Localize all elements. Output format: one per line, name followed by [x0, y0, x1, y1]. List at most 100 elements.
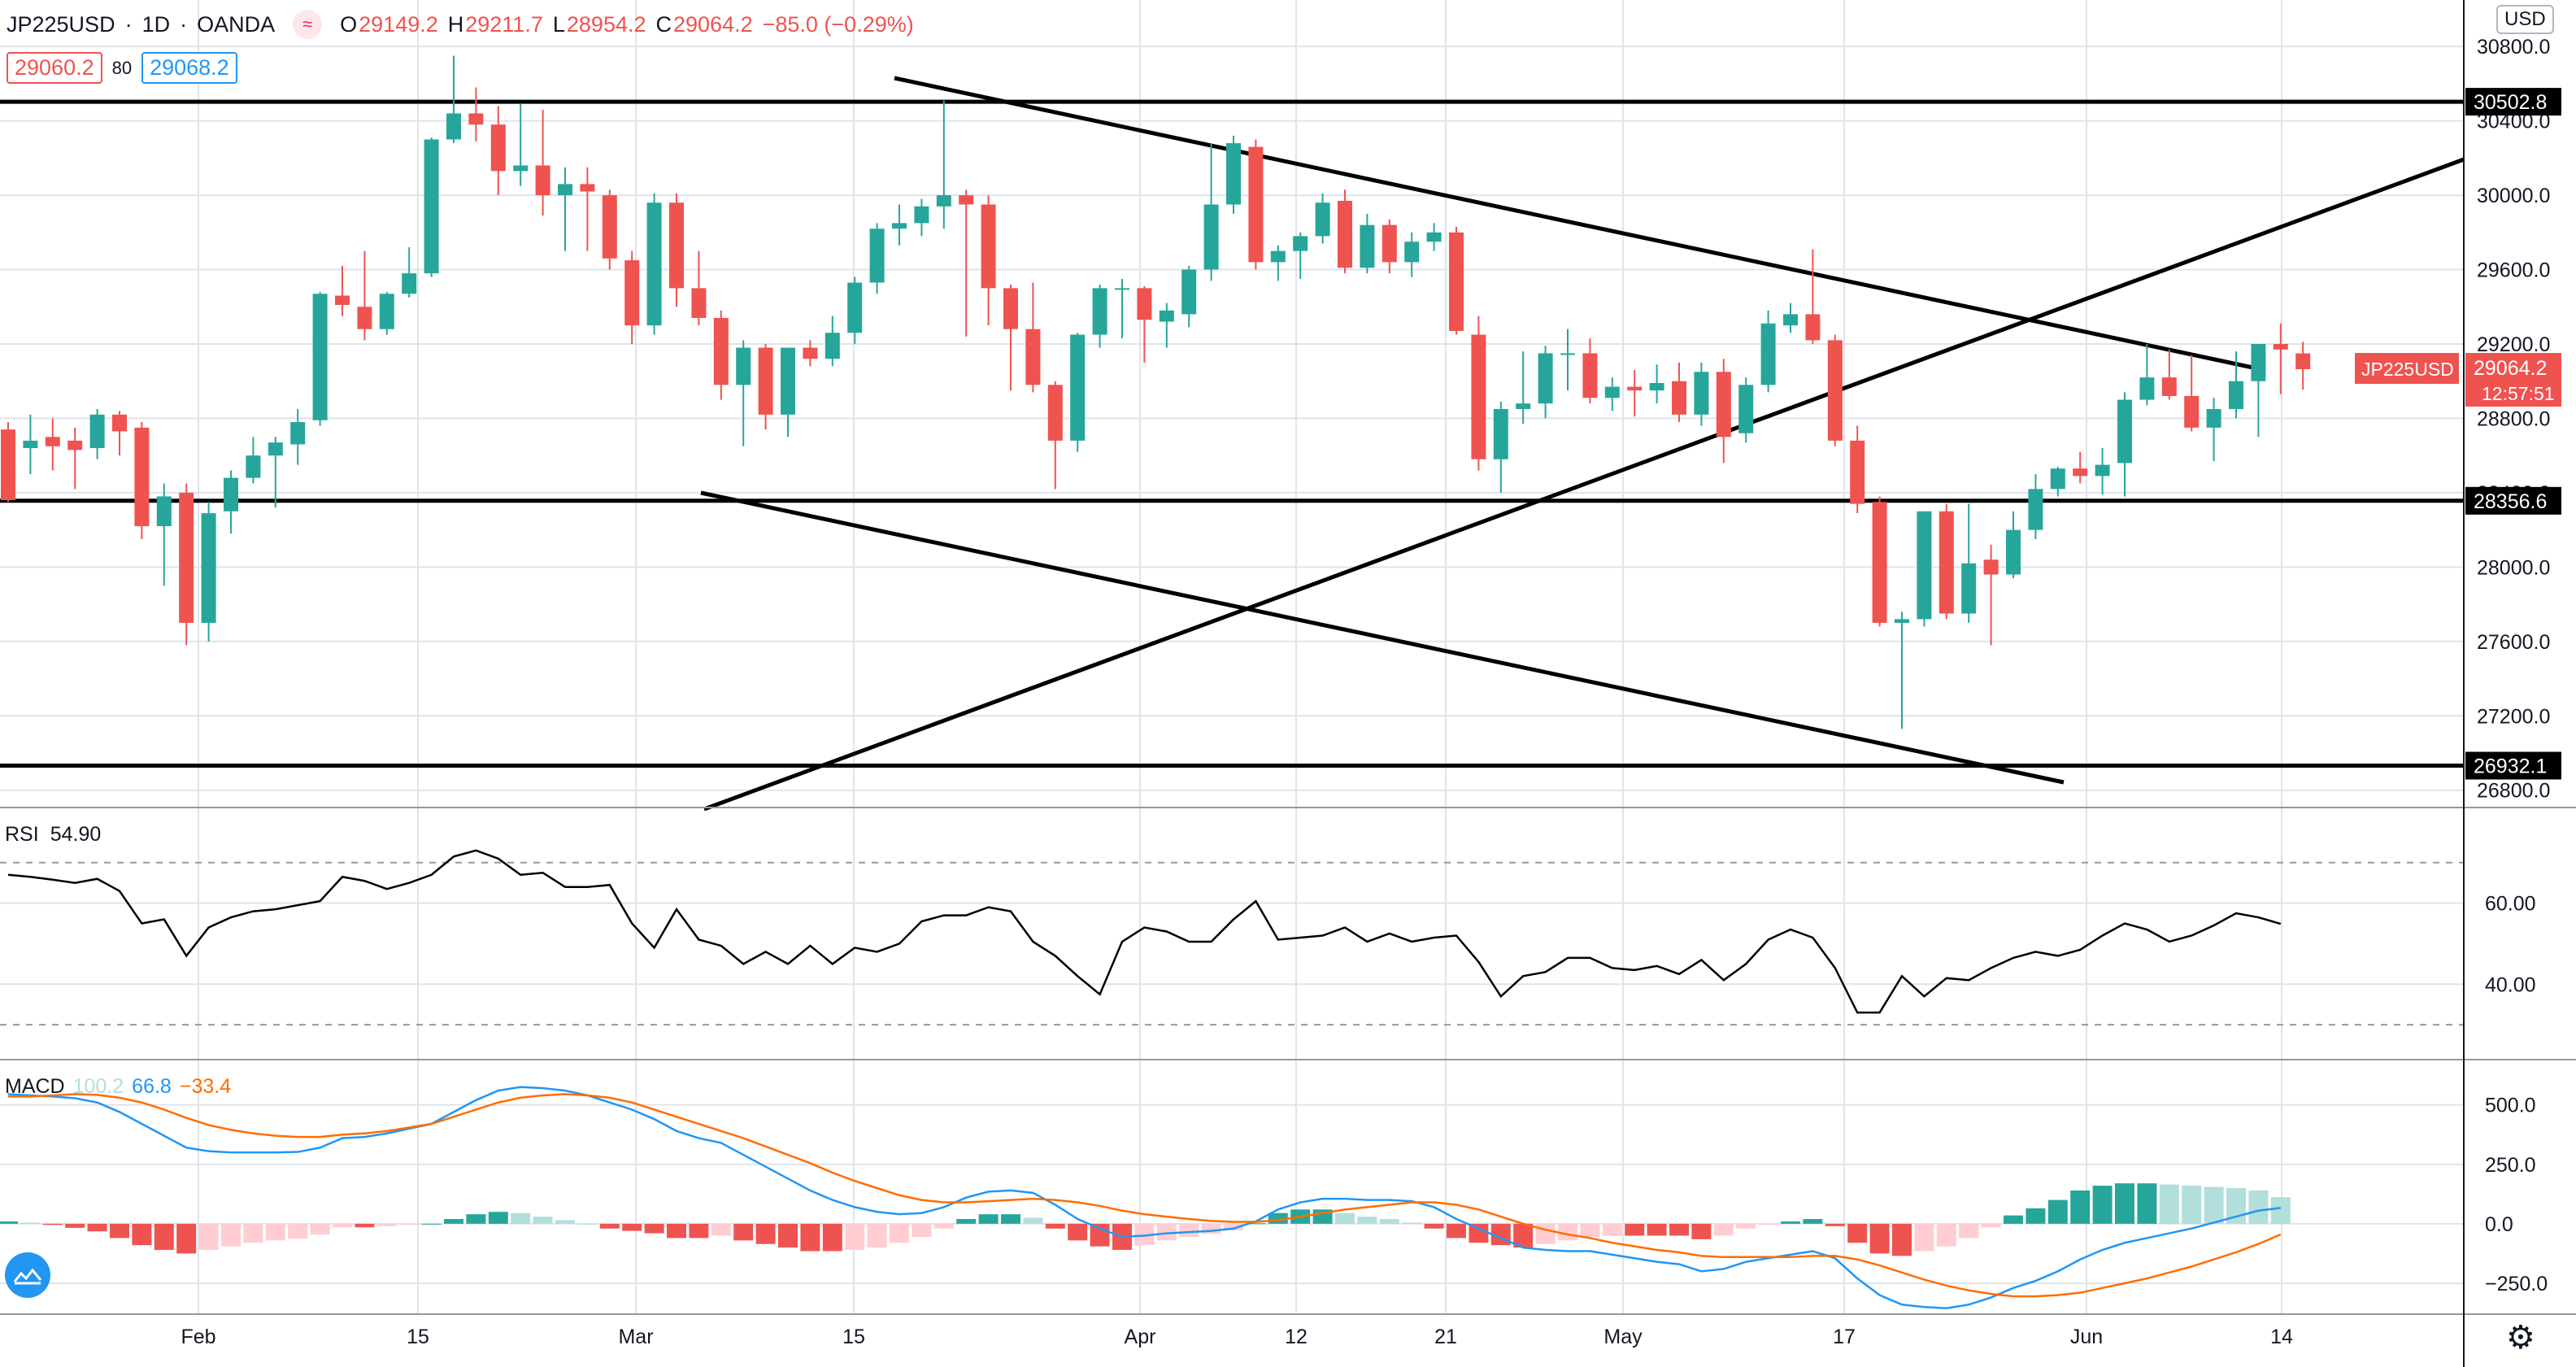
candle-body [936, 195, 951, 207]
rsi-tick-label: 40.00 [2485, 973, 2536, 996]
high-label: H [447, 11, 464, 37]
candle-body [1917, 511, 1932, 620]
macd-name[interactable]: MACD [5, 1075, 65, 1098]
macd-histogram-bar [1224, 1223, 1243, 1231]
sell-button[interactable]: 29060.2 [7, 52, 102, 84]
price-tick-label: 29200.0 [2477, 333, 2550, 356]
macd-histogram-bar [733, 1223, 754, 1241]
candle-body [624, 260, 640, 326]
candle-body [468, 113, 484, 125]
tradingview-logo-icon[interactable] [5, 1252, 50, 1298]
macd-histogram-bar [1023, 1217, 1043, 1224]
macd-histogram-bar [845, 1223, 865, 1251]
candle-body [736, 347, 751, 385]
signal-line [8, 1093, 2282, 1298]
candle-body [1827, 340, 1843, 441]
macd-histogram-bar [1803, 1219, 1823, 1224]
macd-tick-label: 250.0 [2485, 1154, 2536, 1177]
macd-histogram-bar [1447, 1223, 1466, 1239]
candle-body [89, 414, 105, 449]
candle-body [1738, 385, 1754, 433]
candle-body [1248, 146, 1264, 263]
candle-body [825, 333, 840, 359]
candle-body [1805, 314, 1821, 341]
rsi-name[interactable]: RSI [5, 823, 39, 846]
macd-histogram-bar [1379, 1219, 1399, 1224]
separator-dot: · [124, 11, 133, 37]
macd-histogram-bar [2070, 1190, 2091, 1224]
macd-histogram-bar [42, 1223, 63, 1226]
macd-histogram-bar [2182, 1186, 2202, 1224]
candle-body [1137, 288, 1152, 320]
candle-body [335, 295, 350, 305]
time-axis-label: 12 [1285, 1326, 1308, 1348]
candle-body [1426, 232, 1442, 242]
settings-gear-icon[interactable]: ⚙ [2506, 1320, 2535, 1356]
macd-histogram-bar [1758, 1223, 1778, 1226]
macd-histogram-bar [1402, 1222, 1422, 1224]
interval-label[interactable]: 1D [141, 11, 171, 37]
macd-histogram-bar [1513, 1223, 1534, 1248]
candle-body [1338, 200, 1352, 268]
macd-histogram-bar [333, 1223, 352, 1228]
candle-body [959, 195, 974, 205]
macd-histogram-bar [1959, 1223, 1979, 1239]
level-label-box [2465, 486, 2561, 515]
macd-histogram-bar [1179, 1223, 1199, 1237]
trendline-lower-descending[interactable] [700, 490, 2065, 785]
symbol-legend: JP225USD · 1D · OANDA ≈ O 29149.2 H 29211.… [7, 8, 914, 41]
macd-histogram-bar [644, 1223, 664, 1234]
candle-body [268, 442, 283, 456]
macd-histogram-bar [933, 1223, 954, 1229]
macd-histogram-bar [1045, 1223, 1065, 1229]
candle-body [535, 165, 550, 196]
candle-body [981, 204, 996, 289]
currency-button[interactable]: USD [2496, 5, 2554, 34]
candle-body [2273, 343, 2288, 350]
time-axis-label: 14 [2270, 1326, 2293, 1348]
countdown-label: 12:57:51 [2482, 383, 2555, 404]
candle-body [357, 307, 372, 329]
candle-body [1649, 382, 1664, 391]
horizontal-levels [0, 99, 2464, 768]
high-value: 29211.7 [465, 11, 543, 37]
candle-body [2295, 353, 2311, 370]
candle-body [1047, 385, 1063, 441]
macd-histogram-bar [288, 1223, 308, 1239]
candle-body [1939, 511, 1954, 614]
macd-histogram-bar [466, 1214, 486, 1224]
candle-body [2139, 377, 2155, 400]
candle-body [1516, 403, 1531, 410]
macd-histogram-bar [1335, 1212, 1355, 1224]
candle-body [1115, 288, 1129, 290]
macd-histogram-bar [1469, 1223, 1489, 1243]
price-tick-label: 30800.0 [2477, 36, 2550, 59]
candle-body [134, 427, 150, 527]
buy-button[interactable]: 29068.2 [141, 52, 237, 84]
candle-body [45, 437, 60, 446]
trendline-rising[interactable] [703, 157, 2465, 812]
time-axis-label: May [1603, 1326, 1643, 1348]
macd-signal-value: −33.4 [179, 1075, 232, 1098]
candle-body [1382, 224, 1397, 263]
macd-histogram-bar [1647, 1223, 1667, 1236]
candle-body [602, 195, 617, 259]
time-axis-label: 15 [407, 1326, 429, 1348]
candle-body [1716, 372, 1731, 438]
trade-buttons: 29060.2 80 29068.2 [7, 52, 237, 84]
macd-histogram-bar [890, 1223, 909, 1243]
candle-body [691, 288, 707, 318]
candle-body [914, 206, 929, 224]
candle-body [1538, 353, 1553, 404]
rsi-legend: RSI 54.90 [5, 823, 101, 847]
macd-histogram-bar [1357, 1217, 1377, 1224]
candle-body [1070, 334, 1086, 441]
candle-body [847, 282, 863, 333]
candle-body [112, 414, 127, 432]
macd-histogram-bar [221, 1223, 241, 1247]
symbol-name[interactable]: JP225USD [7, 11, 115, 37]
time-axis-label: 15 [842, 1326, 865, 1348]
candle-body [1493, 409, 1508, 459]
macd-histogram-bar [867, 1223, 887, 1248]
